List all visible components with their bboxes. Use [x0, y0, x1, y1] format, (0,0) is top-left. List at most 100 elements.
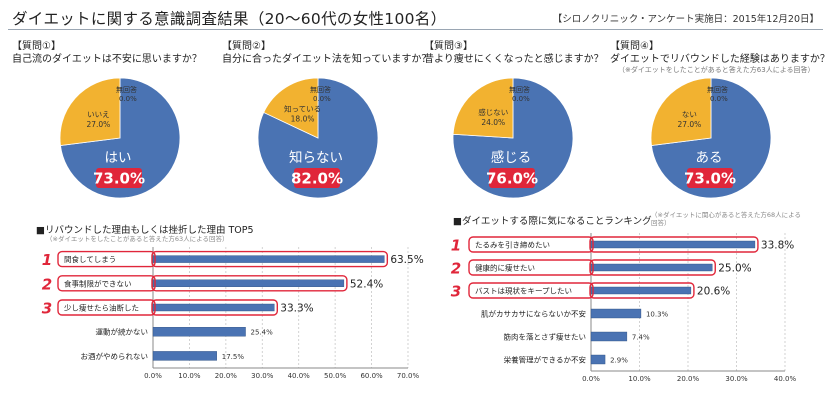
concerns-chart-title: ■ダイエットする際に気になることランキング — [453, 216, 652, 227]
pie-minor-value: 27.0% — [677, 120, 701, 129]
category-label: 間食してしまう — [64, 254, 116, 264]
x-tick-label: 20.0% — [215, 372, 238, 380]
pie-main-label: はい — [105, 150, 132, 166]
question-3: 【質問③】 昔より痩せにくくなったと感じますか？ — [424, 41, 604, 66]
pie-slice-いいえ — [59, 77, 121, 146]
pie-main-label: 知らない — [289, 149, 343, 166]
question-4-note: （※ダイエットをしたことがあると答えた方63人による回答） — [618, 66, 815, 74]
pie-main-label: 感じる — [491, 149, 532, 166]
value-label: 33.8% — [761, 240, 794, 252]
rank-number: 3 — [42, 300, 52, 318]
pie-main-value-badge — [687, 168, 733, 188]
page-title: ダイエットに関する意識調査結果（20～60代の女性100名） — [12, 10, 447, 28]
pie-minor-label: ない — [682, 110, 697, 119]
pie-na-value: 0.0% — [119, 95, 137, 103]
highlight-label-box — [57, 250, 156, 268]
value-label: 63.5% — [390, 254, 423, 266]
pie-na-label: 無回答 — [509, 85, 530, 94]
bar — [590, 263, 713, 272]
pie-na-label: 無回答 — [707, 85, 728, 94]
question-2-text: 自分に合ったダイエット法を知っていますか？ — [222, 53, 432, 65]
bar — [590, 240, 756, 249]
highlight-bar-box — [151, 299, 279, 316]
pie-na-value: 0.0% — [512, 95, 530, 103]
bar — [152, 327, 246, 337]
bar — [152, 351, 217, 361]
pie-main-value: 73.0% — [93, 170, 145, 188]
highlight-bar-box — [151, 275, 348, 292]
x-tick-label: 40.0% — [288, 372, 311, 380]
pie-main-value: 82.0% — [291, 170, 343, 188]
highlight-label-box — [57, 275, 156, 292]
highlight-bar-box — [151, 250, 389, 268]
bar — [590, 331, 628, 342]
highlight-bar-box — [589, 282, 695, 299]
x-tick-label: 70.0% — [397, 372, 420, 380]
pie-main-value-badge — [294, 168, 340, 188]
reasons-chart-title: ■リバウンドした理由もしくは挫折した理由 TOP5 — [36, 225, 254, 236]
x-tick-label: 30.0% — [725, 375, 748, 383]
value-label: 20.6% — [697, 286, 730, 298]
value-label: 7.4% — [632, 334, 650, 342]
category-label: 肌がカサカサにならないか不安 — [481, 309, 586, 319]
bar-chart-2: 0.0% 10.0% 20.0% 30.0% 40.0% 1 たるみを引き締めたい 33.8%… — [451, 233, 797, 383]
category-label: 筋肉を落とさず痩せたい — [504, 332, 587, 342]
bar — [590, 286, 692, 295]
category-label: 健康的に痩せたい — [475, 263, 535, 273]
pie-na-value: 0.0% — [313, 95, 331, 103]
pie-main-value-badge — [489, 168, 535, 188]
question-2: 【質問②】 自分に合ったダイエット法を知っていますか？ — [222, 41, 431, 66]
x-tick-label: 0.0% — [582, 375, 600, 383]
question-1: 【質問①】 自己流のダイエットは不安に思いますか？ — [12, 41, 202, 66]
x-tick-label: 10.0% — [178, 372, 201, 380]
pie-minor-label: 知っている — [284, 104, 321, 114]
category-label: 栄養管理ができるか不安 — [504, 355, 587, 365]
pie-main-value-badge — [96, 168, 142, 188]
question-3-text: 昔より痩せにくくなったと感じますか？ — [424, 53, 604, 65]
pie-slice-知らない — [257, 77, 379, 199]
value-label: 10.3% — [646, 311, 669, 319]
pie-na-value: 0.0% — [710, 95, 728, 103]
bar — [590, 308, 642, 319]
pie-main-value: 73.0% — [684, 170, 736, 188]
x-tick-label: 10.0% — [628, 375, 651, 383]
pie-slice-感じない — [452, 77, 514, 139]
value-label: 25.4% — [251, 329, 274, 337]
pie-main-value: 76.0% — [486, 170, 538, 188]
question-4-text: ダイエットでリバウンドした経験はありますか？ — [610, 53, 830, 65]
x-tick-label: 40.0% — [774, 375, 797, 383]
value-label: 2.9% — [610, 357, 628, 365]
rank-number: 1 — [451, 237, 461, 255]
category-label: 食事制限ができない — [64, 278, 132, 288]
value-label: 25.0% — [718, 263, 751, 275]
rank-number: 3 — [451, 283, 461, 301]
pie-minor-label: いいえ — [87, 110, 110, 119]
highlight-label-box — [468, 282, 594, 299]
x-tick-label: 30.0% — [251, 372, 274, 380]
survey-source: 【シロノクリニック・アンケート実施日：2015年12月20日】 — [552, 14, 819, 25]
bar — [152, 279, 345, 287]
rank-number: 2 — [451, 260, 461, 278]
value-label: 17.5% — [222, 353, 245, 361]
x-tick-label: 50.0% — [324, 372, 347, 380]
highlight-label-box — [468, 236, 594, 253]
bar — [152, 255, 385, 263]
category-label: たるみを引き締めたい — [475, 240, 550, 250]
question-3-tag: 【質問③】 — [424, 41, 473, 52]
question-4-tag: 【質問④】 — [610, 41, 659, 52]
bar-chart-1: 0.0% 10.0% 20.0% 30.0% 40.0% 50.0% 60.0% 70.0% 1… — [42, 247, 424, 380]
value-label: 33.3% — [280, 303, 313, 315]
concerns-chart-note: （※ダイエットに関心があると答えた方68人による回答） — [651, 211, 801, 227]
bar — [152, 303, 275, 312]
pie-minor-value: 18.0% — [291, 115, 315, 124]
category-label: お酒がやめられない — [81, 351, 149, 361]
x-tick-label: 60.0% — [360, 372, 383, 380]
value-label: 52.4% — [350, 278, 383, 290]
question-2-tag: 【質問②】 — [222, 41, 271, 52]
question-1-tag: 【質問①】 — [12, 41, 61, 52]
category-label: バストは現状をキープしたい — [475, 286, 572, 296]
